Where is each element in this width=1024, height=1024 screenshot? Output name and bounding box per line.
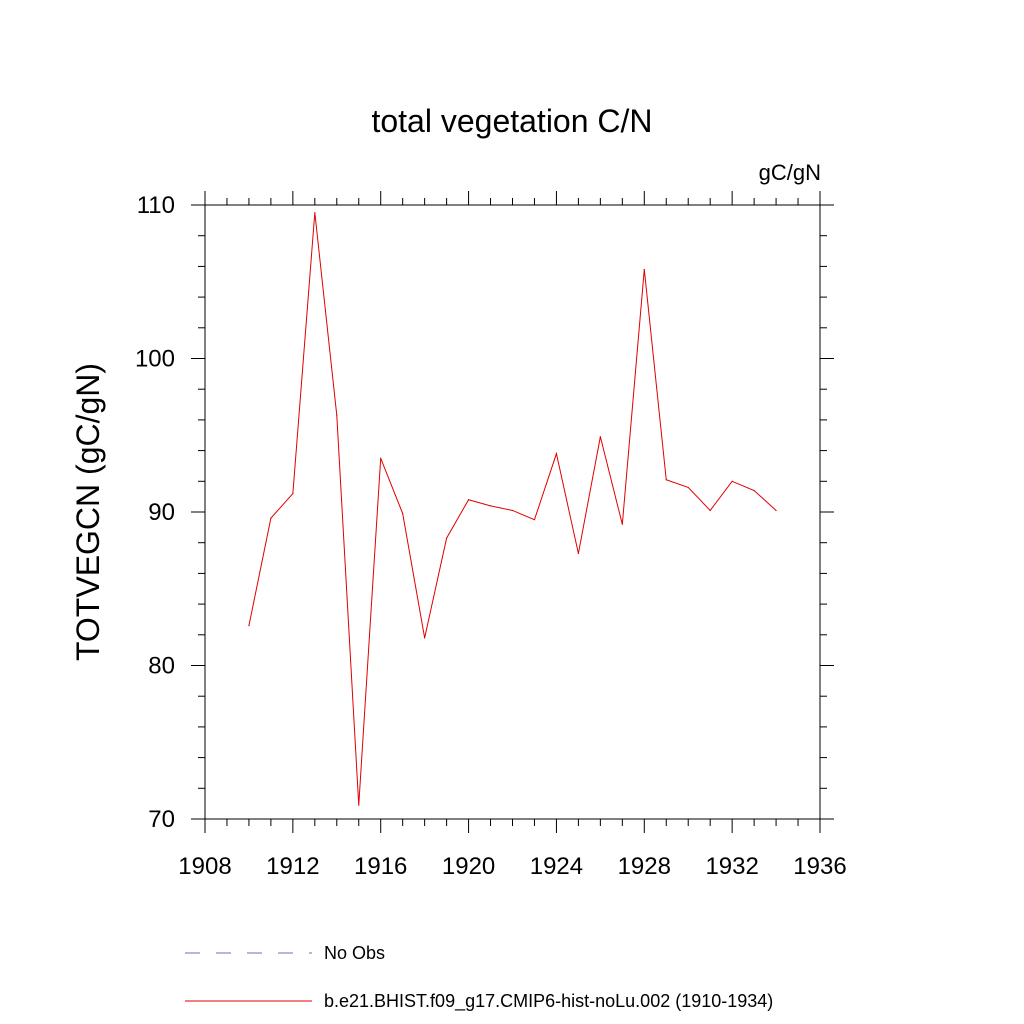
x-tick-label: 1912	[266, 853, 319, 880]
x-tick-label: 1920	[442, 853, 495, 880]
data-point	[665, 479, 667, 481]
data-point	[380, 457, 382, 459]
legend-label: No Obs	[324, 943, 385, 963]
x-tick-label: 1924	[530, 853, 583, 880]
chart-title: total vegetation C/N	[371, 103, 652, 139]
x-tick-label: 1932	[705, 853, 758, 880]
y-tick-label: 110	[137, 192, 175, 219]
data-point	[489, 505, 492, 507]
data-point	[621, 523, 623, 525]
data-point	[731, 480, 733, 482]
x-tick-label: 1936	[793, 853, 846, 880]
y-tick-label: 100	[135, 346, 175, 373]
y-tick-label: 70	[148, 806, 175, 833]
data-point	[709, 509, 711, 512]
series-line-0	[248, 212, 777, 806]
legend-label: b.e21.BHIST.f09_g17.CMIP6-hist-noLu.002 …	[324, 991, 773, 1012]
x-tick-label: 1908	[178, 853, 231, 880]
data-point	[292, 492, 294, 495]
data-point	[753, 489, 755, 492]
y-tick-label: 80	[148, 653, 175, 680]
data-point	[358, 804, 360, 806]
axis-ticks: 1908 1912 1916 1920 1924 1928 1932 1936 70 80 90 10…	[135, 191, 847, 880]
units-label: gC/gN	[759, 160, 821, 185]
data-point	[402, 512, 404, 515]
plot-frame	[204, 204, 821, 820]
x-tick-label: 1916	[354, 853, 407, 880]
data-point	[775, 509, 777, 512]
data-point	[599, 436, 601, 438]
x-tick-label: 1928	[618, 853, 671, 880]
y-tick-label: 90	[148, 499, 175, 526]
data-point	[533, 519, 536, 521]
data-point	[446, 537, 448, 539]
y-axis-label: TOTVEGCN (gC/gN)	[70, 363, 106, 661]
data-point	[467, 499, 470, 501]
data-point	[314, 212, 316, 214]
data-point	[687, 486, 689, 489]
data-point	[270, 517, 272, 519]
data-point	[424, 637, 426, 639]
data-point	[336, 414, 338, 416]
data-point	[555, 453, 558, 455]
data-point	[643, 268, 645, 271]
data-point	[577, 552, 579, 555]
legend: No Obs b.e21.BHIST.f09_g17.CMIP6-hist-noL…	[185, 943, 773, 1012]
data-point	[248, 624, 250, 627]
data-point	[511, 509, 514, 512]
series-layer	[248, 212, 777, 806]
